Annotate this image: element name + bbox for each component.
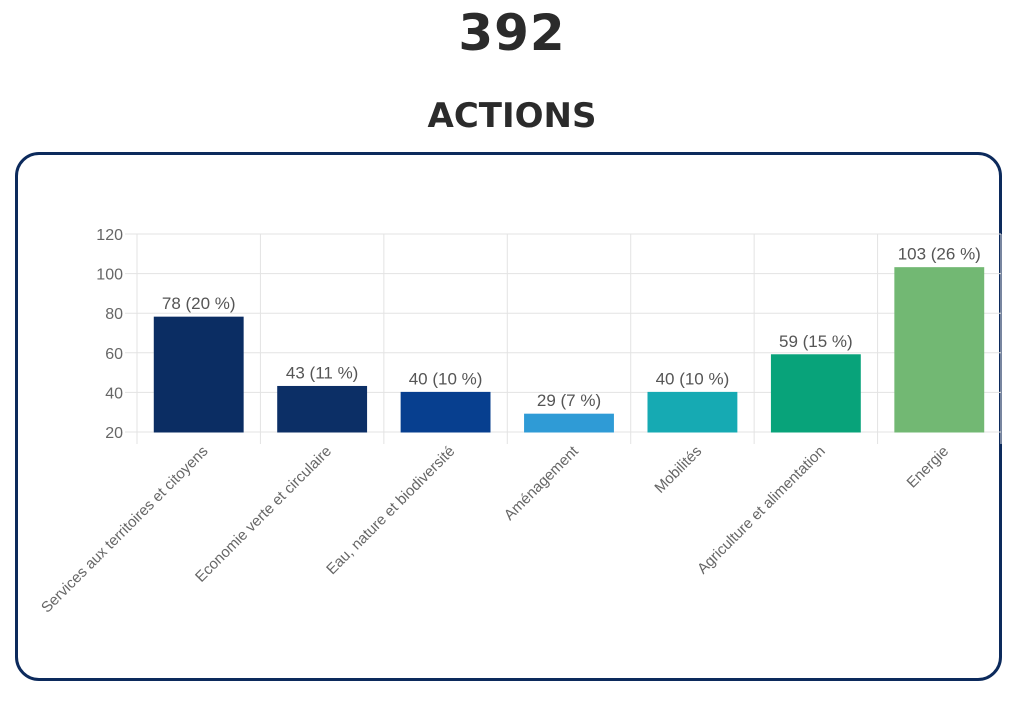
- category-label: Economie verte et circulaire: [192, 443, 335, 586]
- y-tick-label: 20: [105, 425, 123, 442]
- category-label: Mobilités: [651, 443, 705, 497]
- category-label: Agriculture et alimentation: [694, 443, 829, 578]
- y-tick-label: 120: [96, 227, 123, 244]
- category-label: Energie: [904, 443, 953, 492]
- data-label: 29 (7 %): [537, 391, 601, 410]
- bar: [400, 391, 491, 433]
- data-label: 43 (11 %): [286, 363, 358, 382]
- data-label: 103 (26 %): [898, 245, 981, 264]
- y-tick-label: 100: [96, 267, 123, 284]
- bar: [153, 316, 244, 433]
- grid: [125, 233, 1002, 444]
- bar: [770, 354, 861, 433]
- bars: [153, 267, 985, 433]
- y-tick-label: 40: [105, 385, 123, 402]
- data-label: 40 (10 %): [656, 369, 730, 388]
- bar: [524, 413, 614, 433]
- category-label: Aménagement: [501, 442, 583, 524]
- total-count: 392: [458, 4, 566, 62]
- data-label: 59 (15 %): [779, 332, 853, 351]
- bar: [277, 385, 368, 433]
- category-label: Services aux territoires et citoyens: [38, 443, 212, 617]
- total-label: ACTIONS: [427, 96, 597, 136]
- y-tick-label: 80: [105, 306, 123, 323]
- data-label: 78 (20 %): [162, 294, 236, 313]
- y-tick-label: 60: [105, 346, 123, 363]
- data-label: 40 (10 %): [409, 369, 483, 388]
- bar: [647, 391, 738, 433]
- bar: [894, 267, 985, 433]
- category-label: Eau, nature et biodiversité: [323, 443, 458, 578]
